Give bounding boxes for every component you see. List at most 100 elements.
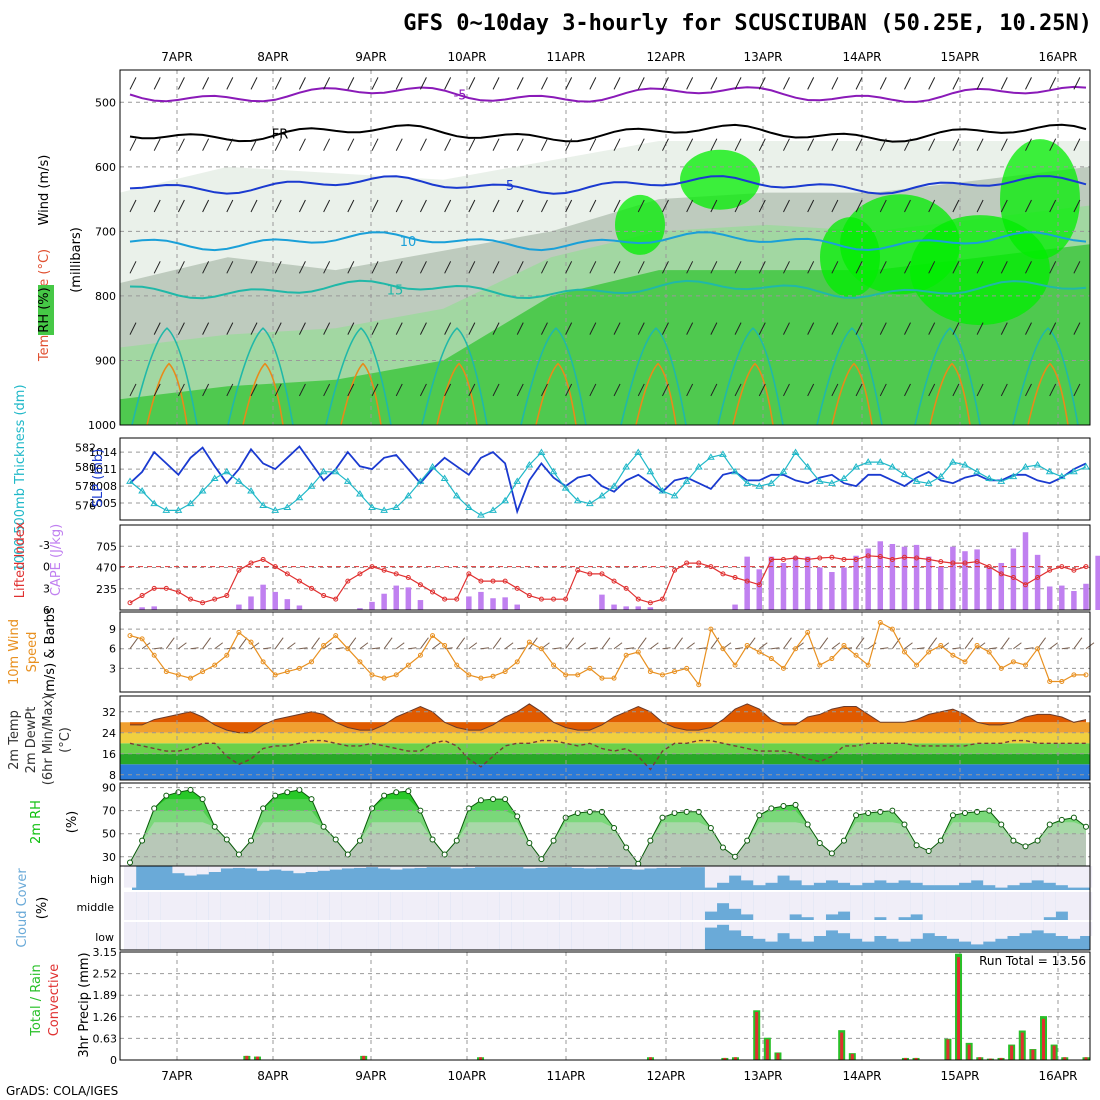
cape-bar	[502, 597, 508, 610]
wind-barb	[1049, 199, 1057, 213]
cloud-clear	[934, 922, 947, 936]
grid-lines	[120, 70, 1090, 425]
rh2m-marker	[877, 808, 884, 815]
rh2m-marker	[550, 837, 557, 844]
wind-barb-10m	[940, 642, 950, 650]
precip-convective-bar	[903, 1057, 907, 1060]
wind-barb	[298, 261, 306, 274]
wind-barb	[1000, 261, 1008, 274]
lifted-index-marker	[623, 585, 629, 591]
cloud-clear	[353, 922, 367, 950]
wind-barb	[226, 138, 234, 151]
wind-barb	[613, 199, 621, 213]
rh2m-marker	[526, 839, 533, 846]
cloud-clear	[232, 922, 246, 950]
lifted-index-marker	[151, 585, 157, 591]
cloud-clear	[378, 866, 391, 869]
wind-barb-10m	[964, 637, 974, 650]
wind-speed-marker	[478, 675, 484, 681]
cape-bar	[1095, 555, 1100, 610]
cloud-clear	[777, 922, 790, 934]
lifted-index-marker	[986, 564, 992, 570]
cloud-clear	[862, 892, 875, 920]
rh2m-marker	[429, 836, 436, 843]
wind-barb	[177, 77, 185, 90]
wind-speed-marker	[321, 642, 327, 648]
wind-barb	[952, 261, 960, 274]
wind-barb-10m	[771, 647, 780, 650]
cloud-clear	[232, 892, 246, 920]
wind-barb-10m	[299, 647, 308, 650]
date-label-top: 14APR	[842, 50, 881, 64]
wind-barb	[904, 261, 911, 274]
cloud-clear	[837, 922, 851, 934]
wind-barb	[250, 322, 258, 335]
precip-convective-bar	[245, 1055, 249, 1060]
wind-barb	[250, 77, 258, 90]
wind-barb	[613, 138, 621, 151]
isotherm-line	[129, 175, 1087, 195]
precip-total-label: Total / Rain	[29, 964, 44, 1037]
cape-bar	[998, 562, 1005, 610]
wind-tick: 6	[109, 643, 116, 656]
lifted-index-marker	[466, 571, 472, 577]
wind-barb	[758, 199, 766, 213]
wind-speed-marker	[1083, 672, 1089, 678]
cloud-clear	[765, 866, 778, 883]
wind-barb	[202, 199, 210, 213]
wind-barb	[347, 77, 355, 90]
cloud-clear	[898, 922, 911, 942]
wind-speed-marker	[248, 639, 254, 645]
cloud-clear	[329, 866, 342, 870]
wind-speed-marker	[659, 672, 665, 678]
wind-barb	[129, 261, 137, 274]
wind-barb	[879, 322, 887, 335]
thickness-marker	[307, 482, 316, 489]
wind-barb	[662, 322, 669, 335]
cloud-clear	[958, 866, 972, 883]
cloud-clear	[487, 922, 500, 950]
cloud-clear	[632, 922, 645, 950]
wind-barb-10m	[323, 642, 332, 650]
wind-barb	[1000, 138, 1008, 151]
temp-axis-label: 2m Temp	[7, 710, 22, 770]
wind-speed-marker	[381, 675, 387, 681]
cloud-clear	[172, 892, 185, 920]
wind-barb-10m	[1061, 647, 1070, 650]
rh2m-marker	[296, 786, 303, 793]
precip-convective-bar	[733, 1057, 737, 1060]
wind-barb	[613, 77, 621, 90]
wind-barb	[855, 261, 863, 274]
wind-barb	[395, 261, 403, 274]
lifted-index-marker	[647, 600, 653, 606]
cloud-clear	[305, 892, 318, 920]
thickness-marker	[803, 462, 812, 470]
wind-barb-10m	[758, 642, 768, 650]
lifted-index-marker	[284, 571, 290, 577]
wind-barb	[395, 322, 403, 335]
wind-barb	[347, 261, 355, 274]
cloud-clear	[438, 892, 451, 920]
wind-barb	[274, 199, 282, 213]
wind-barb-10m	[528, 637, 538, 650]
cloud-clear	[620, 866, 633, 869]
wind-barb	[444, 322, 452, 335]
credit-label: GrADS: COLA/IGES	[6, 1084, 118, 1098]
precip-convective-bar	[255, 1056, 259, 1060]
cloud-clear	[583, 922, 597, 950]
wind-barb	[1049, 261, 1057, 274]
date-label-bottom: 11APR	[546, 1069, 585, 1083]
cloud-clear	[995, 892, 1008, 920]
cloud-clear	[946, 866, 960, 886]
cloud-clear	[547, 922, 560, 950]
isotherm-20-loop	[914, 327, 981, 426]
wind-barb	[323, 383, 331, 397]
lifted-index-marker	[1059, 564, 1065, 570]
wind-barb-10m	[952, 647, 961, 650]
li-axis-label: Lifted Index	[13, 521, 28, 598]
cloud-clear	[898, 866, 911, 881]
rh2m-marker	[635, 860, 642, 867]
lifted-index-marker	[974, 559, 980, 565]
rh-high-area	[680, 149, 760, 210]
cloud-clear	[511, 892, 524, 920]
